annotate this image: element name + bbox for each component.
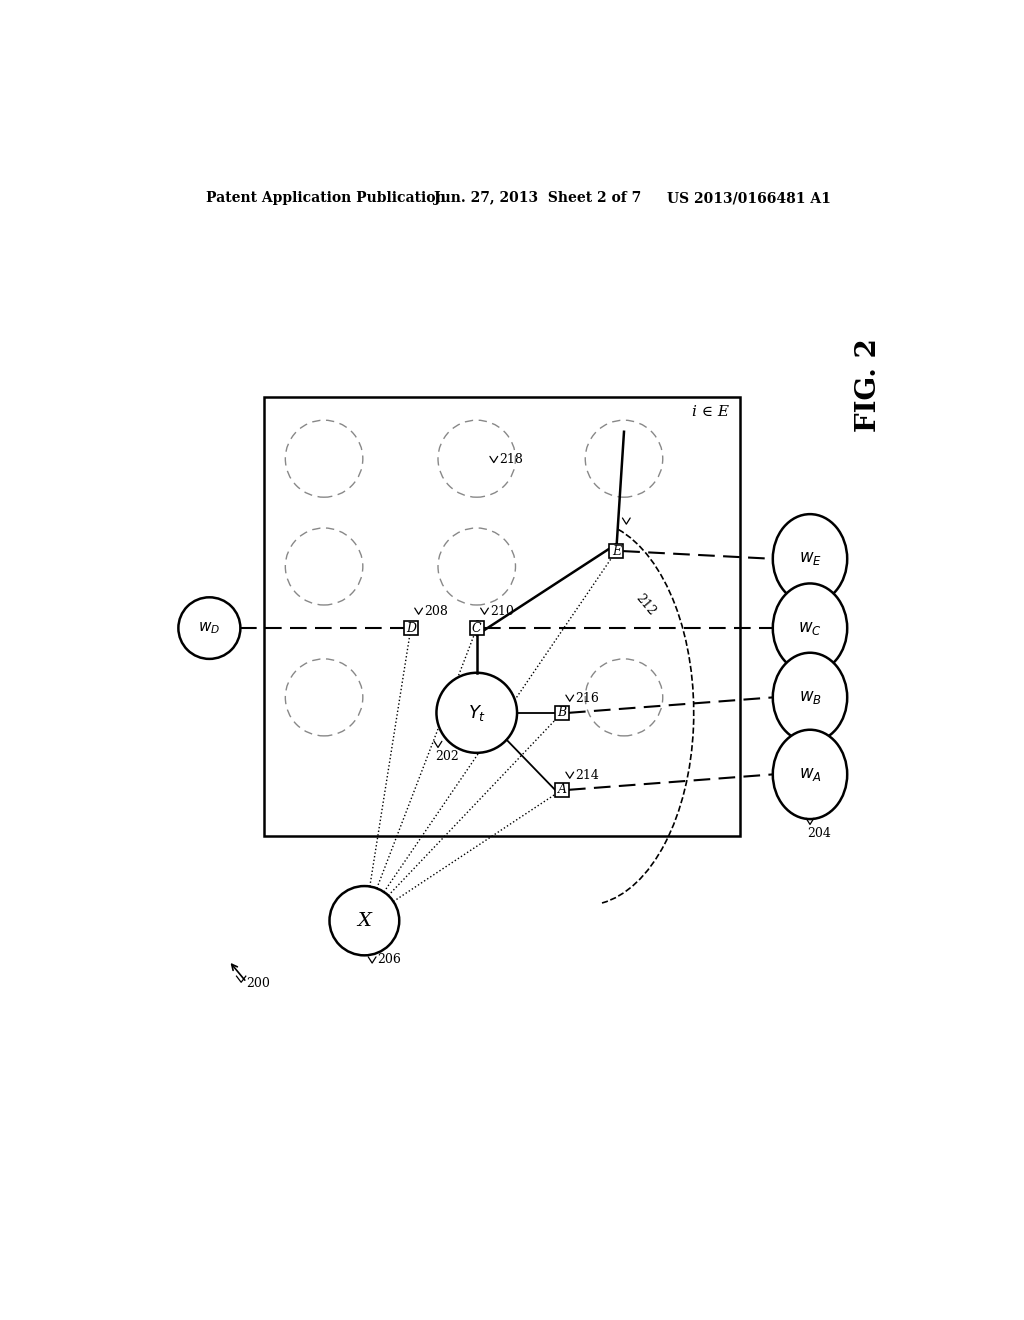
Text: $Y_t$: $Y_t$ bbox=[468, 702, 486, 723]
Ellipse shape bbox=[773, 515, 847, 603]
Bar bbox=[470, 622, 483, 635]
Ellipse shape bbox=[773, 583, 847, 673]
Ellipse shape bbox=[330, 886, 399, 956]
Text: 202: 202 bbox=[435, 750, 460, 763]
Bar bbox=[555, 706, 569, 719]
Text: 216: 216 bbox=[575, 692, 599, 705]
Ellipse shape bbox=[773, 653, 847, 742]
Bar bbox=[403, 622, 418, 635]
Text: B: B bbox=[557, 706, 566, 719]
Text: 200: 200 bbox=[247, 977, 270, 990]
Text: US 2013/0166481 A1: US 2013/0166481 A1 bbox=[667, 191, 830, 206]
Bar bbox=[609, 544, 624, 558]
Ellipse shape bbox=[178, 598, 241, 659]
Text: E: E bbox=[611, 545, 621, 557]
Text: Patent Application Publication: Patent Application Publication bbox=[206, 191, 445, 206]
Text: $w_E$: $w_E$ bbox=[799, 550, 821, 568]
Text: $w_D$: $w_D$ bbox=[199, 620, 220, 636]
Text: 214: 214 bbox=[575, 768, 599, 781]
Text: FIG. 2: FIG. 2 bbox=[855, 339, 882, 433]
Text: C: C bbox=[472, 622, 481, 635]
Ellipse shape bbox=[436, 673, 517, 752]
Text: $w_A$: $w_A$ bbox=[799, 766, 821, 783]
Bar bbox=[263, 397, 740, 836]
Bar bbox=[555, 783, 569, 797]
Text: A: A bbox=[557, 783, 566, 796]
Text: 218: 218 bbox=[500, 453, 523, 466]
Text: Jun. 27, 2013  Sheet 2 of 7: Jun. 27, 2013 Sheet 2 of 7 bbox=[434, 191, 641, 206]
Text: D: D bbox=[406, 622, 416, 635]
Text: i ∈ E: i ∈ E bbox=[691, 405, 729, 418]
Text: 210: 210 bbox=[489, 605, 514, 618]
Text: 206: 206 bbox=[378, 953, 401, 966]
Text: 204: 204 bbox=[808, 828, 831, 841]
Text: X: X bbox=[357, 912, 372, 929]
Text: $w_C$: $w_C$ bbox=[798, 619, 822, 636]
Text: 212: 212 bbox=[633, 591, 658, 618]
Text: $w_B$: $w_B$ bbox=[799, 689, 821, 706]
Text: 208: 208 bbox=[424, 605, 447, 618]
Ellipse shape bbox=[773, 730, 847, 818]
